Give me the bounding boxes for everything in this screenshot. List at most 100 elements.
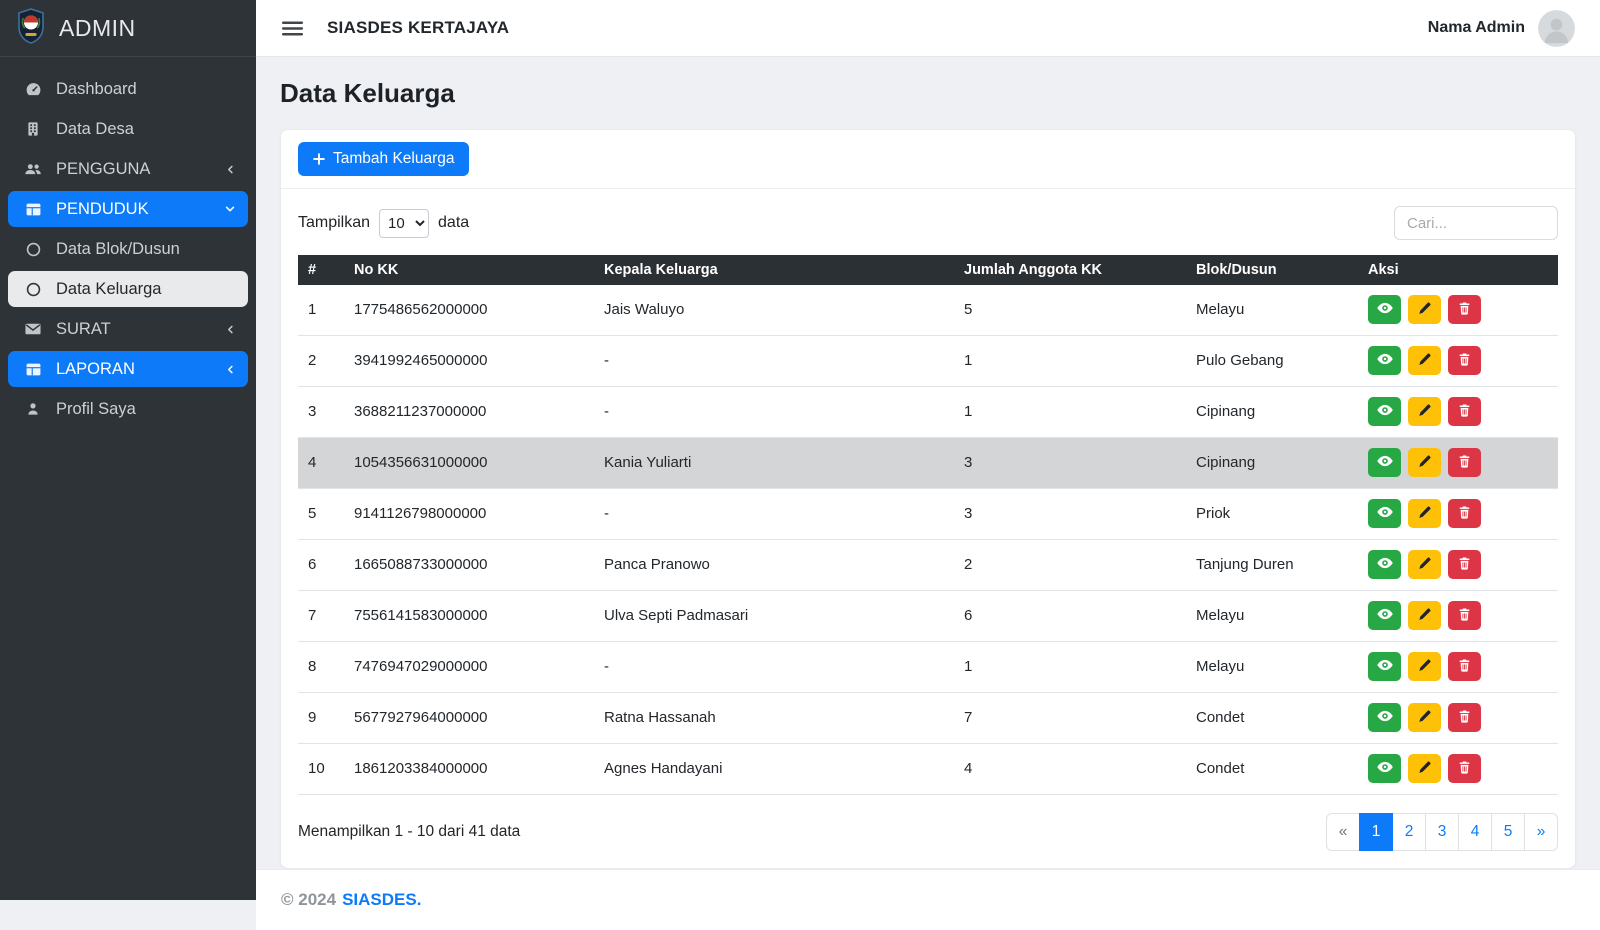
cell-no-kk: 3941992465000000 xyxy=(344,336,594,387)
brand-text: ADMIN xyxy=(59,15,136,42)
delete-button[interactable] xyxy=(1448,703,1481,732)
edit-button[interactable] xyxy=(1408,754,1441,783)
sidebar-item-data-keluarga[interactable]: Data Keluarga xyxy=(8,271,248,307)
view-button[interactable] xyxy=(1368,703,1401,732)
pagination-page-4[interactable]: 4 xyxy=(1458,813,1492,851)
page-size-label-before: Tampilkan xyxy=(298,214,370,232)
edit-button[interactable] xyxy=(1408,550,1441,579)
cell-kepala-keluarga: Ulva Septi Padmasari xyxy=(594,591,954,642)
delete-button[interactable] xyxy=(1448,754,1481,783)
view-button[interactable] xyxy=(1368,346,1401,375)
pagination-page-1[interactable]: 1 xyxy=(1359,813,1393,851)
table-footer: Menampilkan 1 - 10 dari 41 data «12345» xyxy=(298,813,1558,851)
hamburger-menu-icon[interactable] xyxy=(281,17,304,40)
add-family-button[interactable]: Tambah Keluarga xyxy=(298,142,469,176)
view-button[interactable] xyxy=(1368,448,1401,477)
cell-kepala-keluarga: Ratna Hassanah xyxy=(594,693,954,744)
sidebar-item-laporan[interactable]: LAPORAN xyxy=(8,351,248,387)
sidebar-item-profil-saya[interactable]: Profil Saya xyxy=(8,391,248,427)
cell-blok-dusun: Cipinang xyxy=(1186,438,1358,489)
cell-actions xyxy=(1358,591,1558,642)
grid-icon xyxy=(24,201,42,218)
edit-button[interactable] xyxy=(1408,346,1441,375)
delete-button[interactable] xyxy=(1448,601,1481,630)
delete-button[interactable] xyxy=(1448,295,1481,324)
view-button[interactable] xyxy=(1368,295,1401,324)
table-row: 61665088733000000Panca Pranowo2Tanjung D… xyxy=(298,540,1558,591)
pencil-icon xyxy=(1417,505,1432,523)
trash-icon xyxy=(1457,607,1472,625)
pagination-prev[interactable]: « xyxy=(1326,813,1360,851)
circle-icon xyxy=(24,241,42,258)
edit-button[interactable] xyxy=(1408,295,1441,324)
delete-button[interactable] xyxy=(1448,499,1481,528)
plus-icon xyxy=(312,152,326,166)
cell-no-kk: 1861203384000000 xyxy=(344,744,594,795)
sidebar-item-data-desa[interactable]: Data Desa xyxy=(8,111,248,147)
cell-jumlah-anggota: 3 xyxy=(954,489,1186,540)
view-button[interactable] xyxy=(1368,652,1401,681)
edit-button[interactable] xyxy=(1408,448,1441,477)
edit-button[interactable] xyxy=(1408,499,1441,528)
table-row: 41054356631000000Kania Yuliarti3Cipinang xyxy=(298,438,1558,489)
cell-no-kk: 1665088733000000 xyxy=(344,540,594,591)
edit-button[interactable] xyxy=(1408,703,1441,732)
sidebar-item-label: Dashboard xyxy=(56,79,137,99)
row-number: 10 xyxy=(298,744,344,795)
column-header-jumlah-anggota-kk: Jumlah Anggota KK xyxy=(954,255,1186,285)
cell-blok-dusun: Tanjung Duren xyxy=(1186,540,1358,591)
delete-button[interactable] xyxy=(1448,397,1481,426)
view-button[interactable] xyxy=(1368,397,1401,426)
card-body: Tampilkan 10 data #No KKKepala KeluargaJ… xyxy=(281,189,1575,868)
footer-brand-link[interactable]: SIASDES. xyxy=(342,890,421,910)
sidebar-item-label: LAPORAN xyxy=(56,359,135,379)
speedometer-icon xyxy=(24,81,42,98)
sidebar-item-data-blok-dusun[interactable]: Data Blok/Dusun xyxy=(8,231,248,267)
sidebar-item-pengguna[interactable]: PENGGUNA xyxy=(8,151,248,187)
pagination-page-5[interactable]: 5 xyxy=(1491,813,1525,851)
card-header: Tambah Keluarga xyxy=(281,130,1575,189)
cell-kepala-keluarga: - xyxy=(594,489,954,540)
column-header-no-kk: No KK xyxy=(344,255,594,285)
row-number: 2 xyxy=(298,336,344,387)
pencil-icon xyxy=(1417,658,1432,676)
edit-button[interactable] xyxy=(1408,601,1441,630)
sidebar-brand[interactable]: ADMIN xyxy=(0,0,256,57)
view-button[interactable] xyxy=(1368,601,1401,630)
trash-icon xyxy=(1457,709,1472,727)
cell-kepala-keluarga: - xyxy=(594,336,954,387)
edit-button[interactable] xyxy=(1408,652,1441,681)
search-input[interactable] xyxy=(1394,206,1558,240)
cell-kepala-keluarga: - xyxy=(594,387,954,438)
sidebar-item-label: Data Keluarga xyxy=(56,279,162,299)
pagination-page-3[interactable]: 3 xyxy=(1425,813,1459,851)
delete-button[interactable] xyxy=(1448,346,1481,375)
topbar-brand[interactable]: SIASDES KERTAJAYA xyxy=(327,18,509,38)
edit-button[interactable] xyxy=(1408,397,1441,426)
eye-icon xyxy=(1376,401,1394,422)
delete-button[interactable] xyxy=(1448,652,1481,681)
user-menu[interactable]: Nama Admin xyxy=(1428,10,1575,47)
add-family-button-label: Tambah Keluarga xyxy=(333,150,455,168)
chevron-left-icon xyxy=(225,164,236,175)
page-size-select[interactable]: 10 xyxy=(379,209,429,238)
pagination-next[interactable]: » xyxy=(1524,813,1558,851)
view-button[interactable] xyxy=(1368,550,1401,579)
delete-button[interactable] xyxy=(1448,448,1481,477)
table-row: 101861203384000000Agnes Handayani4Condet xyxy=(298,744,1558,795)
sidebar-item-dashboard[interactable]: Dashboard xyxy=(8,71,248,107)
delete-button[interactable] xyxy=(1448,550,1481,579)
cell-actions xyxy=(1358,285,1558,336)
pagination-page-2[interactable]: 2 xyxy=(1392,813,1426,851)
view-button[interactable] xyxy=(1368,754,1401,783)
view-button[interactable] xyxy=(1368,499,1401,528)
pencil-icon xyxy=(1417,607,1432,625)
row-number: 5 xyxy=(298,489,344,540)
app-root: ADMIN Dashboard Data Desa PENGGUNA PENDUDUK… xyxy=(0,0,1600,900)
sidebar-item-surat[interactable]: SURAT xyxy=(8,311,248,347)
pagination: «12345» xyxy=(1326,813,1558,851)
sidebar-item-penduduk[interactable]: PENDUDUK xyxy=(8,191,248,227)
cell-blok-dusun: Melayu xyxy=(1186,591,1358,642)
chevron-down-icon xyxy=(224,203,236,215)
cell-jumlah-anggota: 7 xyxy=(954,693,1186,744)
